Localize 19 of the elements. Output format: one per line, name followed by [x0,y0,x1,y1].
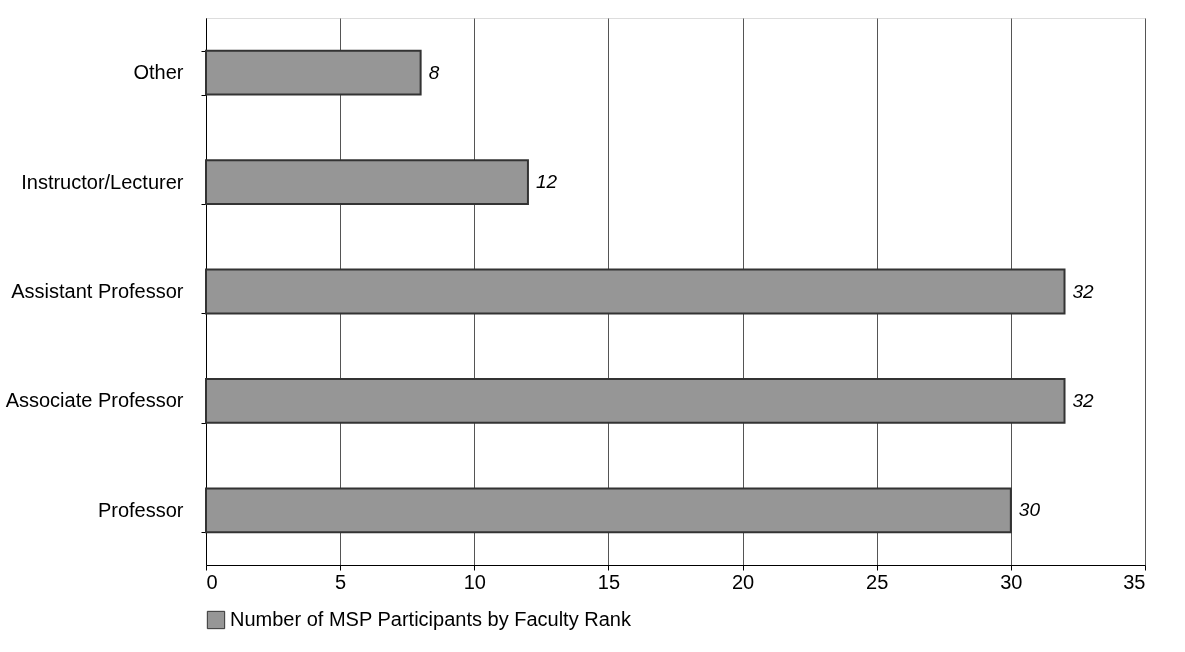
y-tick-label: Professor [97,498,184,521]
y-tick-label: Associate Professor [5,389,184,412]
x-tick-label: 0 [206,570,218,593]
legend-label: Number of MSP Participants by Faculty Rank [230,608,632,630]
data-label: 8 [428,61,440,83]
y-tick-label: Instructor/Lecturer [21,170,184,193]
y-tick-label: Assistant Professor [11,280,184,302]
x-tick-label: 35 [1123,570,1146,593]
data-label: 30 [1018,499,1041,521]
y-tick-label: Other [133,61,184,84]
x-tick-label: 5 [335,570,347,593]
x-tick-label: 25 [866,570,889,593]
data-label: 32 [1072,389,1095,411]
data-label: 12 [535,171,558,193]
data-label: 32 [1072,280,1095,302]
x-tick-label: 20 [731,570,755,593]
x-tick-label: 30 [1000,570,1023,593]
x-tick-label: 15 [597,570,621,593]
x-tick-label: 10 [463,570,486,593]
